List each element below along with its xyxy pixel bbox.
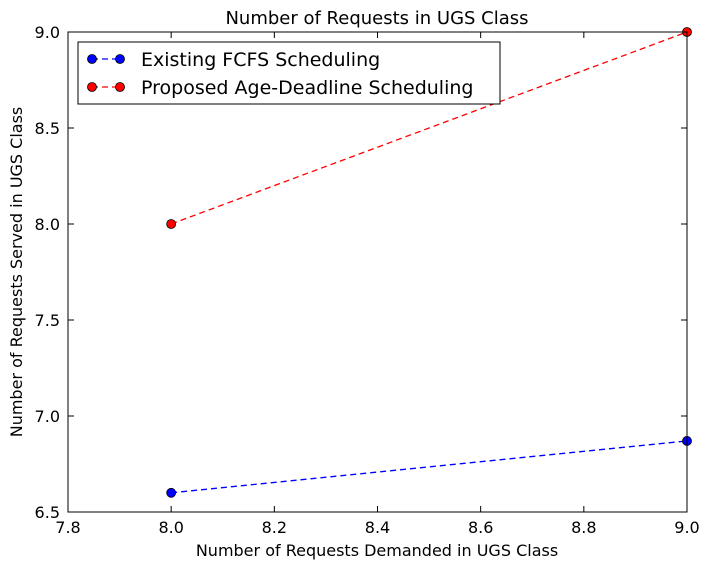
plot-area	[68, 32, 687, 512]
y-axis-title: Number of Requests Served in UGS Class	[7, 107, 26, 438]
x-tick-label: 8.6	[468, 518, 493, 537]
legend-label: Proposed Age-Deadline Scheduling	[141, 77, 473, 99]
legend-entry: Existing FCFS Scheduling	[87, 49, 380, 71]
x-tick-label: 8.2	[262, 518, 287, 537]
x-tick-label: 7.8	[55, 518, 80, 537]
series-line	[170, 31, 688, 225]
data-series	[166, 27, 692, 498]
y-tick-label: 8.5	[35, 119, 60, 138]
legend-marker	[87, 82, 97, 92]
series-line	[171, 440, 688, 494]
y-tick-label: 6.5	[35, 503, 60, 522]
y-axis-ticks: 6.5 7.0 7.5 8.0 8.5 9.0	[35, 23, 687, 522]
y-tick-label: 7.0	[35, 407, 60, 426]
x-tick-label: 8.8	[571, 518, 596, 537]
legend-box	[77, 41, 501, 105]
y-tick-label: 7.5	[35, 311, 60, 330]
plot-frame	[67, 31, 688, 513]
x-axis-ticks: 7.8 8.0 8.2 8.4 8.6 8.8 9.0	[55, 32, 700, 537]
x-tick-label: 9.0	[674, 518, 699, 537]
y-tick-label: 8.0	[35, 215, 60, 234]
legend: Existing FCFS Scheduling Proposed Age-Dea…	[77, 41, 501, 105]
legend-marker	[87, 54, 97, 64]
y-tick-label: 9.0	[35, 23, 60, 42]
legend-marker	[115, 82, 125, 92]
x-axis-title: Number of Requests Demanded in UGS Class	[196, 541, 558, 560]
chart-title: Number of Requests in UGS Class	[225, 8, 528, 29]
x-tick-label: 8.0	[158, 518, 183, 537]
legend-entry: Proposed Age-Deadline Scheduling	[87, 77, 473, 99]
data-point	[166, 219, 177, 229]
legend-label: Existing FCFS Scheduling	[141, 49, 380, 71]
legend-marker	[115, 54, 125, 64]
data-point	[166, 487, 177, 498]
x-tick-label: 8.4	[365, 518, 390, 537]
